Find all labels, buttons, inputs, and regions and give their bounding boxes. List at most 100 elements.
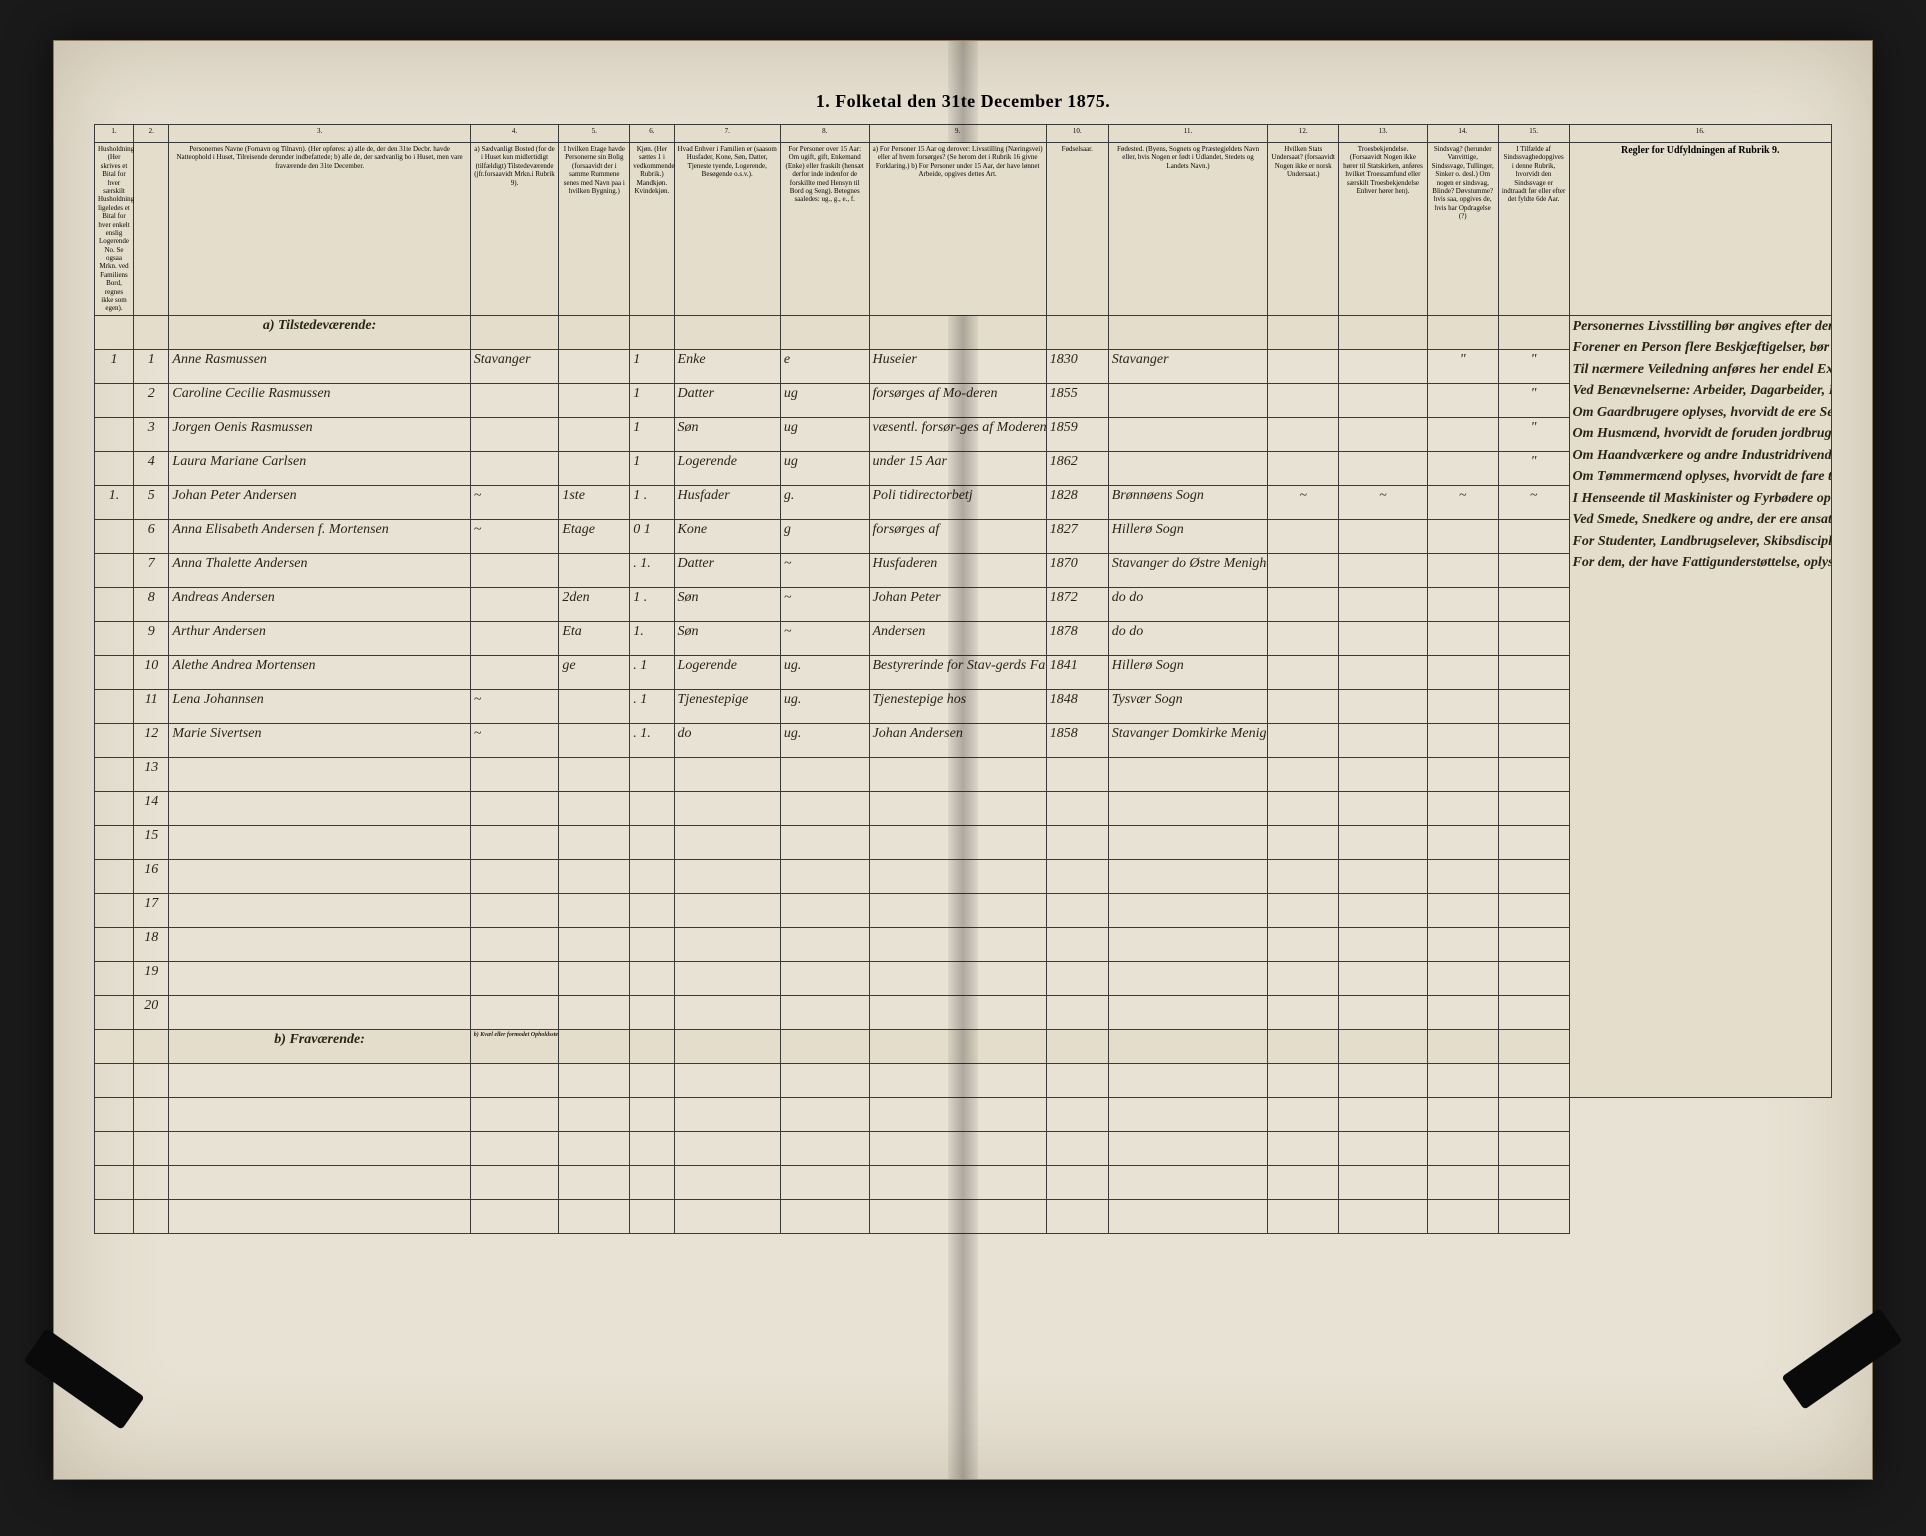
cell-n: 1 xyxy=(133,349,168,383)
col-header-8: For Personer over 15 Aar: Om ugift, gift… xyxy=(780,143,869,316)
cell-hh xyxy=(95,655,134,689)
cell-c4: ~ xyxy=(470,519,559,553)
row-number: 19 xyxy=(133,961,168,995)
col-num-2: 2. xyxy=(133,125,168,143)
col-header-1: Husholdninger. (Her skrives et Bital for… xyxy=(95,143,134,316)
section-a-label: a) Tilstedeværende: xyxy=(169,315,470,349)
col-num-3: 3. xyxy=(169,125,470,143)
rules-para-7: Om Tømmermænd oplyses, hvorvidt de fare … xyxy=(1573,468,1828,486)
cell-c13 xyxy=(1339,553,1428,587)
cell-name: Lena Johannsen xyxy=(169,689,470,723)
cell-c12 xyxy=(1268,519,1339,553)
cell-c11: Tysvær Sogn xyxy=(1108,689,1268,723)
cell-c8: g. xyxy=(780,485,869,519)
cell-name: Andreas Andersen xyxy=(169,587,470,621)
cell-c12 xyxy=(1268,723,1339,757)
cell-c15: " xyxy=(1498,349,1569,383)
cell-c10: 1878 xyxy=(1046,621,1108,655)
col-num-14: 14. xyxy=(1427,125,1498,143)
cell-c15 xyxy=(1498,621,1569,655)
cell-c6: 1. xyxy=(630,621,674,655)
cell-c8: g xyxy=(780,519,869,553)
cell-c9: væsentl. forsør-ges af Moderen xyxy=(869,417,1046,451)
col-num-1: 1. xyxy=(95,125,134,143)
cell-c9: Andersen xyxy=(869,621,1046,655)
cell-c11: Hillerø Sogn xyxy=(1108,655,1268,689)
cell-c12 xyxy=(1268,451,1339,485)
cell-c6: 1 xyxy=(630,451,674,485)
cell-c7: Husfader xyxy=(674,485,780,519)
cell-name: Anna Thalette Andersen xyxy=(169,553,470,587)
cell-c11 xyxy=(1108,451,1268,485)
cell-c10: 1872 xyxy=(1046,587,1108,621)
cell-c15: " xyxy=(1498,451,1569,485)
cell-c9: forsørges af Mo-deren xyxy=(869,383,1046,417)
cell-c9: Tjenestepige hos xyxy=(869,689,1046,723)
cell-n: 11 xyxy=(133,689,168,723)
cell-c4 xyxy=(470,553,559,587)
cell-hh xyxy=(95,723,134,757)
cell-c4 xyxy=(470,655,559,689)
cell-c5 xyxy=(559,349,630,383)
cell-hh xyxy=(95,587,134,621)
cell-c8: ug. xyxy=(780,723,869,757)
cell-c5 xyxy=(559,723,630,757)
table-row-empty xyxy=(95,1131,1832,1165)
cell-c4: Stavanger xyxy=(470,349,559,383)
rules-para-5: Om Husmænd, hvorvidt de foruden jordbrug… xyxy=(1573,425,1828,443)
cell-c5 xyxy=(559,689,630,723)
col-num-15: 15. xyxy=(1498,125,1569,143)
cell-c10: 1858 xyxy=(1046,723,1108,757)
cell-c4 xyxy=(470,451,559,485)
col-header-11: Fødested. (Byens, Sognets og Præstegjeld… xyxy=(1108,143,1268,316)
cell-c7: Søn xyxy=(674,587,780,621)
col-num-5: 5. xyxy=(559,125,630,143)
cell-c11: do do xyxy=(1108,621,1268,655)
cell-n: 8 xyxy=(133,587,168,621)
cell-c10: 1841 xyxy=(1046,655,1108,689)
col-header-12: Hvilken Stats Undersaat? (forsaavidt Nog… xyxy=(1268,143,1339,316)
cell-c5 xyxy=(559,553,630,587)
section-a-row: a) Tilstedeværende:Personernes Livsstill… xyxy=(95,315,1832,349)
col-header-5: I hvilken Etage havde Personerne sin Bol… xyxy=(559,143,630,316)
cell-c6: . 1. xyxy=(630,553,674,587)
cell-c5: Etage xyxy=(559,519,630,553)
cell-c7: Søn xyxy=(674,417,780,451)
cell-c11: Brønnøens Sogn xyxy=(1108,485,1268,519)
cell-c8: e xyxy=(780,349,869,383)
cell-c4: ~ xyxy=(470,485,559,519)
cell-name: Alethe Andrea Mortensen xyxy=(169,655,470,689)
cell-c10: 1848 xyxy=(1046,689,1108,723)
cell-c9: Husfaderen xyxy=(869,553,1046,587)
cell-c7: Datter xyxy=(674,383,780,417)
cell-c12 xyxy=(1268,553,1339,587)
cell-c14 xyxy=(1427,553,1498,587)
cell-n: 7 xyxy=(133,553,168,587)
col-num-8: 8. xyxy=(780,125,869,143)
cell-c14 xyxy=(1427,383,1498,417)
row-number: 17 xyxy=(133,893,168,927)
cell-c5 xyxy=(559,417,630,451)
cell-c14: ~ xyxy=(1427,485,1498,519)
cell-c14: " xyxy=(1427,349,1498,383)
cell-c11: Hillerø Sogn xyxy=(1108,519,1268,553)
cell-c5 xyxy=(559,383,630,417)
cell-c4: ~ xyxy=(470,689,559,723)
census-table: 1.2.3.4.5.6.7.8.9.10.11.12.13.14.15.16. … xyxy=(94,124,1832,1234)
cell-c6: . 1 xyxy=(630,655,674,689)
cell-c13 xyxy=(1339,723,1428,757)
cell-c9: Huseier xyxy=(869,349,1046,383)
cell-c11 xyxy=(1108,383,1268,417)
cell-c5: ge xyxy=(559,655,630,689)
cell-c14 xyxy=(1427,655,1498,689)
col-num-4: 4. xyxy=(470,125,559,143)
rules-para-11: For dem, der have Fattigunderstøttelse, … xyxy=(1573,554,1828,572)
cell-c13 xyxy=(1339,621,1428,655)
cell-c6: . 1. xyxy=(630,723,674,757)
rules-para-9: Ved Smede, Snedkere og andre, der ere an… xyxy=(1573,511,1828,529)
cell-c4 xyxy=(470,587,559,621)
cell-c9: Johan Peter xyxy=(869,587,1046,621)
cell-c10: 1830 xyxy=(1046,349,1108,383)
cell-c8: ~ xyxy=(780,553,869,587)
cell-c9: Bestyrerinde for Stav-gerds Fattigpleies… xyxy=(869,655,1046,689)
